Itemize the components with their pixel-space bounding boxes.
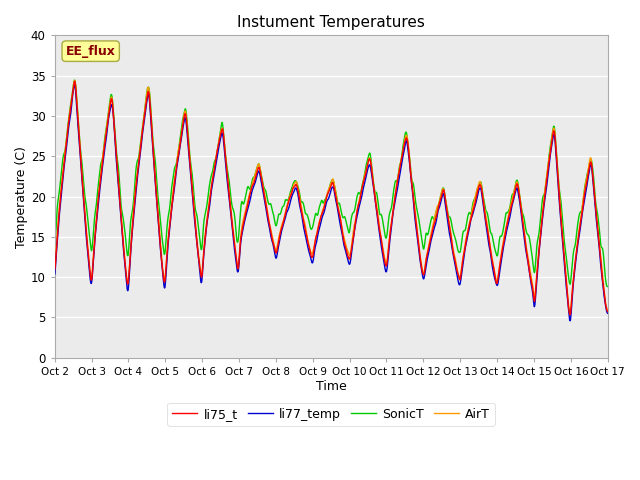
li77_temp [566, 318, 574, 324]
Y-axis label: Temperature (C): Temperature (C) [15, 145, 28, 248]
SonicT [71, 77, 79, 83]
li75_t [71, 78, 79, 84]
AirT [51, 266, 58, 272]
AirT [486, 245, 494, 251]
AirT [79, 186, 87, 192]
SonicT [305, 219, 313, 225]
li77_temp [71, 82, 79, 88]
Line: AirT: AirT [54, 80, 608, 313]
AirT [604, 306, 612, 312]
li75_t [486, 247, 494, 252]
li75_t [566, 312, 574, 318]
li75_t [305, 244, 313, 250]
SonicT [51, 243, 58, 249]
SonicT [486, 229, 494, 235]
SonicT [320, 200, 328, 205]
li75_t [588, 164, 596, 170]
AirT [71, 77, 79, 83]
Legend: li75_t, li77_temp, SonicT, AirT: li75_t, li77_temp, SonicT, AirT [168, 403, 495, 426]
li77_temp [320, 210, 328, 216]
li75_t [79, 190, 87, 196]
SonicT [588, 158, 595, 164]
li75_t [51, 267, 58, 273]
Line: li77_temp: li77_temp [54, 85, 608, 321]
li77_temp [588, 167, 596, 172]
X-axis label: Time: Time [316, 380, 346, 393]
li77_temp [486, 250, 494, 255]
SonicT [604, 284, 612, 289]
SonicT [604, 284, 611, 289]
AirT [320, 204, 328, 210]
AirT [305, 243, 313, 249]
li75_t [588, 167, 596, 173]
SonicT [79, 174, 87, 180]
li75_t [604, 309, 612, 314]
li77_temp [604, 311, 612, 316]
li77_temp [305, 250, 313, 255]
AirT [566, 311, 574, 316]
li77_temp [51, 272, 58, 277]
AirT [588, 163, 596, 169]
Line: SonicT: SonicT [54, 80, 608, 287]
Line: li75_t: li75_t [54, 81, 608, 315]
li75_t [320, 206, 328, 212]
Text: EE_flux: EE_flux [66, 45, 116, 58]
Title: Instument Temperatures: Instument Temperatures [237, 15, 425, 30]
li77_temp [79, 192, 87, 198]
li77_temp [588, 169, 596, 175]
SonicT [588, 160, 596, 166]
AirT [588, 166, 596, 172]
